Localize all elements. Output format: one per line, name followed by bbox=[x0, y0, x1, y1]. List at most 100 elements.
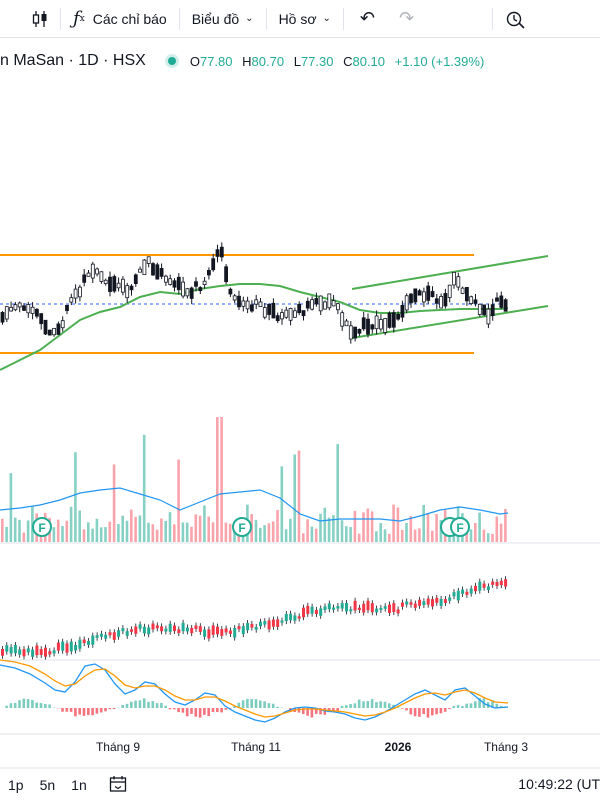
macd-hist-bar bbox=[362, 701, 365, 708]
moving-average-line bbox=[0, 283, 509, 371]
utc-clock[interactable]: 10:49:22 (UT bbox=[518, 776, 600, 792]
volume-bar bbox=[379, 523, 382, 542]
indicator-candle-body bbox=[482, 583, 486, 588]
candle-body bbox=[391, 312, 396, 328]
macd-hist-bar bbox=[379, 701, 382, 708]
macd-hist-bar bbox=[396, 707, 400, 708]
channel-upper-line[interactable] bbox=[351, 255, 549, 290]
candle-body bbox=[245, 300, 250, 310]
macd-hist-bar bbox=[409, 708, 413, 715]
volume-bar bbox=[469, 529, 473, 542]
volume-bar bbox=[181, 522, 185, 542]
candle-body bbox=[159, 268, 164, 277]
indicator-candle-body bbox=[125, 631, 129, 636]
interval-5n-button[interactable]: 5n bbox=[39, 777, 56, 793]
indicator-candle-body bbox=[357, 607, 361, 610]
macd-hist-bar bbox=[388, 703, 391, 708]
indicator-candle-body bbox=[207, 629, 211, 639]
volume-bar bbox=[31, 506, 34, 542]
volume-bar bbox=[267, 523, 271, 542]
market-status-dot[interactable] bbox=[167, 57, 176, 65]
symbol-title[interactable]: n MaSan · 1D · HSX bbox=[0, 52, 146, 69]
earnings-marker[interactable]: F bbox=[440, 517, 470, 537]
candle-body bbox=[90, 263, 95, 279]
candle-body bbox=[0, 312, 5, 323]
volume-bar bbox=[5, 526, 8, 542]
indicator-candle-body bbox=[284, 613, 288, 622]
volume-bar bbox=[142, 434, 146, 542]
indicator-candle-body bbox=[138, 624, 142, 629]
indicator-candle-body bbox=[155, 625, 159, 629]
macd-hist-bar bbox=[74, 708, 77, 717]
candle-body bbox=[52, 327, 56, 336]
macd-hist-bar bbox=[95, 708, 99, 714]
candle-body bbox=[486, 308, 491, 325]
candle-body bbox=[241, 300, 246, 307]
earnings-marker[interactable]: F bbox=[32, 517, 52, 537]
volume-bar bbox=[405, 523, 408, 542]
candle-body bbox=[404, 295, 409, 311]
x-tick-label: Tháng 3 bbox=[484, 740, 528, 754]
macd-hist-bar bbox=[233, 705, 236, 708]
indicator-candle-body bbox=[121, 628, 125, 632]
volume-bar bbox=[138, 515, 142, 542]
macd-hist-bar bbox=[259, 700, 262, 708]
volume-bar bbox=[74, 452, 77, 542]
macd-hist-bar bbox=[22, 698, 26, 708]
chart-menu-button[interactable]: Biểu đồ ⌄ bbox=[184, 4, 262, 34]
indicator-candle-body bbox=[336, 606, 340, 609]
indicator-candle-body bbox=[48, 651, 52, 655]
interval-1n-button[interactable]: 1n bbox=[71, 777, 87, 793]
date-range-button[interactable] bbox=[95, 775, 135, 796]
candle-body bbox=[198, 287, 203, 292]
indicator-candle-body bbox=[409, 602, 413, 605]
candle-body bbox=[172, 280, 177, 288]
alert-button[interactable] bbox=[497, 4, 533, 34]
volume-bar bbox=[289, 518, 292, 542]
candle-body bbox=[194, 281, 198, 287]
volume-bar bbox=[13, 517, 17, 542]
indicator-candle-body bbox=[302, 607, 305, 618]
volume-bar bbox=[495, 516, 499, 542]
earnings-marker[interactable]: F bbox=[232, 517, 252, 537]
volume-bar bbox=[388, 533, 391, 542]
indicator-candle-body bbox=[52, 650, 56, 654]
chart-type-button[interactable] bbox=[0, 4, 56, 34]
interval-1p-button[interactable]: 1p bbox=[8, 777, 24, 793]
macd-hist-bar bbox=[435, 708, 438, 715]
signal-line bbox=[0, 659, 509, 718]
macd-hist-bar bbox=[332, 708, 335, 711]
indicator-candle-body bbox=[185, 627, 189, 632]
volume-bar bbox=[91, 528, 94, 542]
macd-hist-bar bbox=[181, 708, 185, 713]
volume-bar bbox=[310, 526, 314, 542]
indicator-candle-body bbox=[435, 597, 439, 603]
undo-button[interactable]: ↶ bbox=[348, 4, 387, 34]
candle-body bbox=[129, 285, 134, 291]
volume-bar bbox=[332, 515, 335, 542]
volume-bar bbox=[302, 533, 305, 542]
volume-bar bbox=[486, 533, 490, 542]
volume-bar bbox=[409, 516, 413, 542]
indicator-candle-body bbox=[310, 606, 314, 614]
redo-button[interactable]: ↷ bbox=[387, 4, 426, 34]
candle-body bbox=[99, 271, 104, 282]
indicator-candle-body bbox=[383, 606, 387, 609]
macd-hist-bar bbox=[345, 705, 348, 708]
indicator-candle-body bbox=[340, 603, 344, 609]
indicator-candle-body bbox=[61, 641, 65, 651]
macd-hist-bar bbox=[250, 699, 253, 708]
candle-body bbox=[387, 312, 392, 328]
bottom-toolbar: 1p 5n 1n bbox=[0, 770, 600, 800]
candle-body bbox=[297, 303, 302, 314]
profile-menu-label: Hồ sơ bbox=[278, 10, 317, 27]
macd-hist-bar bbox=[370, 699, 374, 708]
candle-body bbox=[473, 299, 478, 304]
macd-histogram bbox=[1, 698, 507, 718]
indicator-candle-body bbox=[323, 606, 327, 610]
macd-hist-bar bbox=[263, 701, 266, 708]
candlestick-icon bbox=[32, 10, 48, 28]
profile-menu-button[interactable]: Hồ sơ ⌄ bbox=[271, 4, 339, 34]
